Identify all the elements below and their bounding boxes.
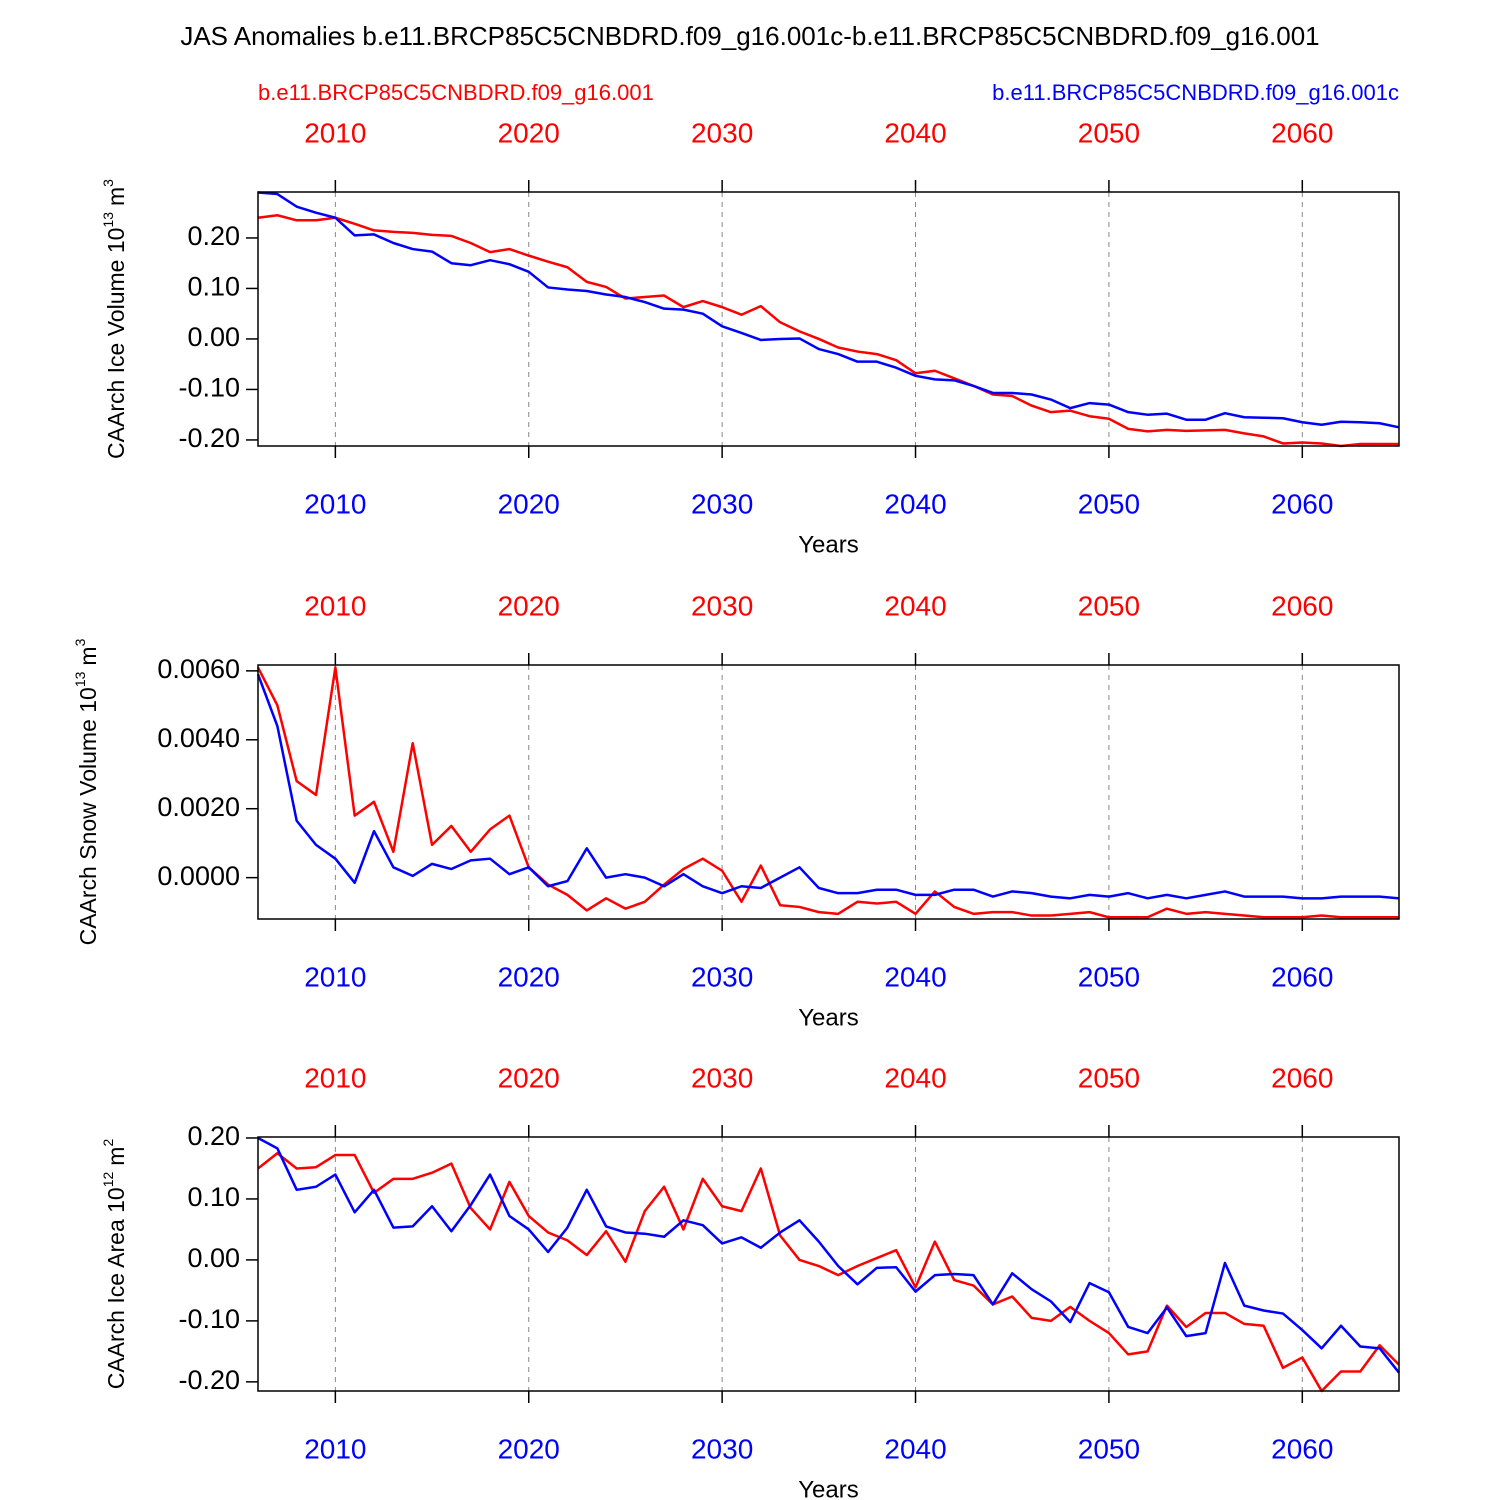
- y-tick-label: 0.00: [187, 322, 240, 352]
- y-tick-label: 0.0040: [157, 723, 240, 753]
- top-x-tick-label: 2030: [691, 590, 753, 621]
- series-line: [257, 213, 1399, 448]
- y-axis-label: CAArch Ice Volume 1013 m3: [100, 179, 129, 459]
- y-tick-label: 0.0060: [157, 654, 240, 684]
- series-line: [257, 191, 1400, 429]
- top-x-tick-label: 2020: [498, 117, 560, 148]
- x-tick-label: 2040: [884, 961, 946, 992]
- legend-entry: b.e11.BRCP85C5CNBDRD.f09_g16.001c: [992, 80, 1399, 105]
- top-x-tick-label: 2030: [691, 117, 753, 148]
- top-x-tick-label: 2050: [1078, 1062, 1140, 1093]
- top-x-tick-label: 2060: [1271, 117, 1333, 148]
- top-x-tick-label: 2040: [884, 1062, 946, 1093]
- y-tick-label: -0.10: [178, 373, 240, 403]
- x-tick-label: 2050: [1078, 1433, 1140, 1464]
- y-axis-label-unit: m: [75, 646, 101, 665]
- y-tick-label: -0.20: [178, 423, 240, 453]
- top-x-tick-label: 2060: [1271, 590, 1333, 621]
- plot-frame: [257, 664, 1400, 920]
- y-tick-label: 0.00: [187, 1243, 240, 1273]
- y-tick-label: 0.0000: [157, 861, 240, 891]
- x-tick-label: 2020: [498, 1433, 560, 1464]
- x-axis-label: Years: [798, 1004, 859, 1031]
- x-tick-label: 2030: [691, 961, 753, 992]
- x-tick-label: 2030: [691, 1433, 753, 1464]
- top-x-tick-label: 2010: [304, 1062, 366, 1093]
- y-axis-label: CAArch Ice Area 1012 m2: [100, 1139, 129, 1390]
- y-tick-label: 0.0020: [157, 792, 240, 822]
- y-axis-label-unit-exp: 2: [100, 1139, 116, 1147]
- x-tick-label: 2010: [304, 961, 366, 992]
- x-axis-label: Years: [798, 531, 859, 558]
- y-tick-label: 0.10: [187, 272, 240, 302]
- top-x-tick-label: 2010: [304, 590, 366, 621]
- x-tick-label: 2010: [304, 1433, 366, 1464]
- plot-frame: [257, 1136, 1400, 1392]
- y-tick-label: -0.20: [178, 1365, 240, 1395]
- x-tick-label: 2020: [498, 961, 560, 992]
- x-tick-label: 2060: [1271, 1433, 1333, 1464]
- y-axis-label-text: CAArch Snow Volume 10: [75, 687, 101, 945]
- y-axis-label: CAArch Snow Volume 1013 m3: [72, 638, 101, 945]
- y-axis-label-unit: m: [103, 1147, 129, 1166]
- y-axis-label-text: CAArch Ice Volume 10: [103, 228, 129, 459]
- y-axis-label-exp: 13: [72, 671, 88, 687]
- y-axis-label-exp: 12: [100, 1171, 116, 1187]
- x-tick-label: 2020: [498, 488, 560, 519]
- series-line: [256, 666, 1399, 919]
- figure-title: JAS Anomalies b.e11.BRCP85C5CNBDRD.f09_g…: [180, 21, 1319, 51]
- top-x-tick-label: 2020: [498, 1062, 560, 1093]
- top-x-tick-label: 2010: [304, 117, 366, 148]
- x-tick-label: 2010: [304, 488, 366, 519]
- x-tick-label: 2040: [884, 1433, 946, 1464]
- y-tick-label: 0.20: [187, 1121, 240, 1151]
- y-tick-label: 0.20: [187, 221, 240, 251]
- series-line: [256, 673, 1400, 900]
- y-axis-label-unit-exp: 3: [72, 638, 88, 646]
- x-tick-label: 2050: [1078, 961, 1140, 992]
- series-line: [257, 1151, 1400, 1393]
- top-x-tick-label: 2040: [884, 117, 946, 148]
- y-tick-label: 0.10: [187, 1182, 240, 1212]
- top-x-tick-label: 2030: [691, 1062, 753, 1093]
- x-tick-label: 2060: [1271, 961, 1333, 992]
- plot-frame: [257, 191, 1400, 447]
- top-x-tick-label: 2040: [884, 590, 946, 621]
- y-axis-label-unit: m: [103, 187, 129, 206]
- y-axis-label-text: CAArch Ice Area 10: [103, 1187, 129, 1389]
- x-tick-label: 2060: [1271, 488, 1333, 519]
- x-tick-label: 2030: [691, 488, 753, 519]
- legend-entry: b.e11.BRCP85C5CNBDRD.f09_g16.001: [258, 80, 654, 105]
- x-tick-label: 2040: [884, 488, 946, 519]
- x-axis-label: Years: [798, 1476, 859, 1500]
- top-x-tick-label: 2050: [1078, 117, 1140, 148]
- y-axis-label-exp: 13: [100, 212, 116, 228]
- top-x-tick-label: 2020: [498, 590, 560, 621]
- x-tick-label: 2050: [1078, 488, 1140, 519]
- top-x-tick-label: 2050: [1078, 590, 1140, 621]
- series-line: [257, 1136, 1400, 1374]
- top-x-tick-label: 2060: [1271, 1062, 1333, 1093]
- y-tick-label: -0.10: [178, 1304, 240, 1334]
- y-axis-label-unit-exp: 3: [100, 179, 116, 187]
